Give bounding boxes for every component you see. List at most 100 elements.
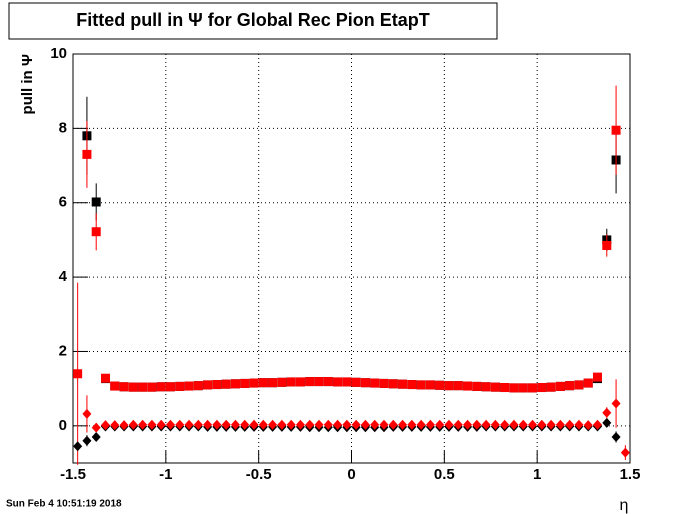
marker	[258, 378, 268, 388]
marker	[333, 419, 343, 430]
marker	[342, 419, 352, 430]
marker	[286, 419, 296, 430]
marker	[481, 419, 491, 430]
marker	[342, 377, 352, 387]
y-tick-label: 8	[59, 119, 67, 136]
marker	[611, 398, 621, 409]
marker	[583, 420, 593, 431]
x-tick-label: 0	[347, 466, 355, 483]
marker	[277, 377, 287, 387]
marker	[518, 383, 528, 393]
marker	[333, 377, 343, 387]
marker	[528, 419, 538, 430]
marker	[351, 377, 361, 387]
marker	[91, 422, 101, 433]
marker	[110, 420, 120, 431]
marker	[212, 419, 222, 430]
marker	[537, 419, 547, 430]
marker	[593, 372, 603, 382]
x-tick-label: -0.5	[246, 466, 272, 483]
chart-title: Fitted pull in Ψ for Global Rec Pion Eta…	[76, 10, 430, 30]
marker	[156, 419, 166, 430]
marker	[546, 382, 556, 392]
marker	[119, 420, 129, 431]
x-tick-label: -1.5	[60, 466, 86, 483]
marker	[165, 382, 175, 392]
marker	[184, 381, 194, 391]
marker	[425, 419, 435, 430]
marker	[435, 419, 445, 430]
marker	[407, 380, 417, 390]
marker	[203, 380, 213, 390]
y-tick-label: 4	[59, 268, 68, 285]
marker	[138, 419, 148, 430]
marker	[416, 380, 426, 390]
marker	[156, 382, 166, 392]
marker	[147, 382, 157, 392]
marker	[323, 377, 333, 387]
marker	[425, 380, 435, 390]
marker	[119, 382, 129, 392]
marker	[583, 378, 593, 388]
marker	[82, 435, 92, 446]
marker	[388, 379, 398, 389]
marker	[128, 382, 138, 392]
marker	[268, 419, 278, 430]
marker	[398, 379, 408, 389]
marker	[221, 419, 231, 430]
marker	[444, 419, 454, 430]
marker	[230, 379, 240, 389]
marker	[500, 383, 510, 393]
marker	[611, 125, 621, 135]
x-tick-label: 0.5	[434, 466, 455, 483]
marker	[574, 380, 584, 390]
marker	[518, 419, 528, 430]
y-axis-label: pull in Ψ	[19, 54, 36, 114]
marker	[268, 378, 278, 388]
marker	[565, 419, 575, 430]
marker	[490, 382, 500, 392]
marker	[100, 420, 110, 431]
marker	[100, 373, 110, 383]
marker	[509, 419, 519, 430]
marker	[360, 378, 370, 388]
marker	[110, 381, 120, 391]
marker	[314, 377, 324, 387]
marker	[370, 378, 380, 388]
title-box	[8, 2, 498, 40]
marker	[230, 419, 240, 430]
marker	[305, 419, 315, 430]
marker	[295, 377, 305, 387]
marker	[472, 381, 482, 391]
marker	[472, 419, 482, 430]
marker	[258, 419, 268, 430]
marker	[249, 378, 259, 388]
marker	[537, 383, 547, 393]
marker	[91, 227, 101, 237]
marker	[528, 383, 538, 393]
marker	[277, 419, 287, 430]
marker	[481, 382, 491, 392]
marker	[82, 149, 92, 159]
marker	[203, 419, 213, 430]
marker	[128, 419, 138, 430]
marker	[360, 419, 370, 430]
marker	[463, 381, 473, 391]
marker	[175, 419, 185, 430]
marker	[398, 419, 408, 430]
marker	[416, 419, 426, 430]
marker	[305, 377, 315, 387]
marker	[388, 419, 398, 430]
marker	[193, 419, 203, 430]
marker	[490, 419, 500, 430]
y-tick-label: 0	[59, 417, 67, 434]
marker	[221, 379, 231, 389]
marker	[323, 419, 333, 430]
x-tick-label: 1	[533, 466, 541, 483]
marker	[314, 419, 324, 430]
marker	[565, 381, 575, 391]
marker	[73, 369, 83, 379]
marker	[620, 447, 630, 458]
timestamp: Sun Feb 4 10:51:19 2018	[6, 499, 122, 510]
